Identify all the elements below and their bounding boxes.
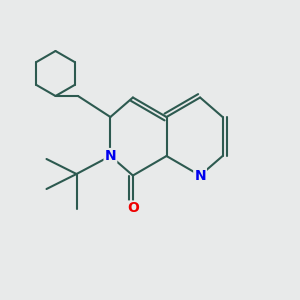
Text: O: O: [127, 202, 139, 215]
Text: N: N: [194, 169, 206, 182]
Text: N: N: [105, 149, 116, 163]
